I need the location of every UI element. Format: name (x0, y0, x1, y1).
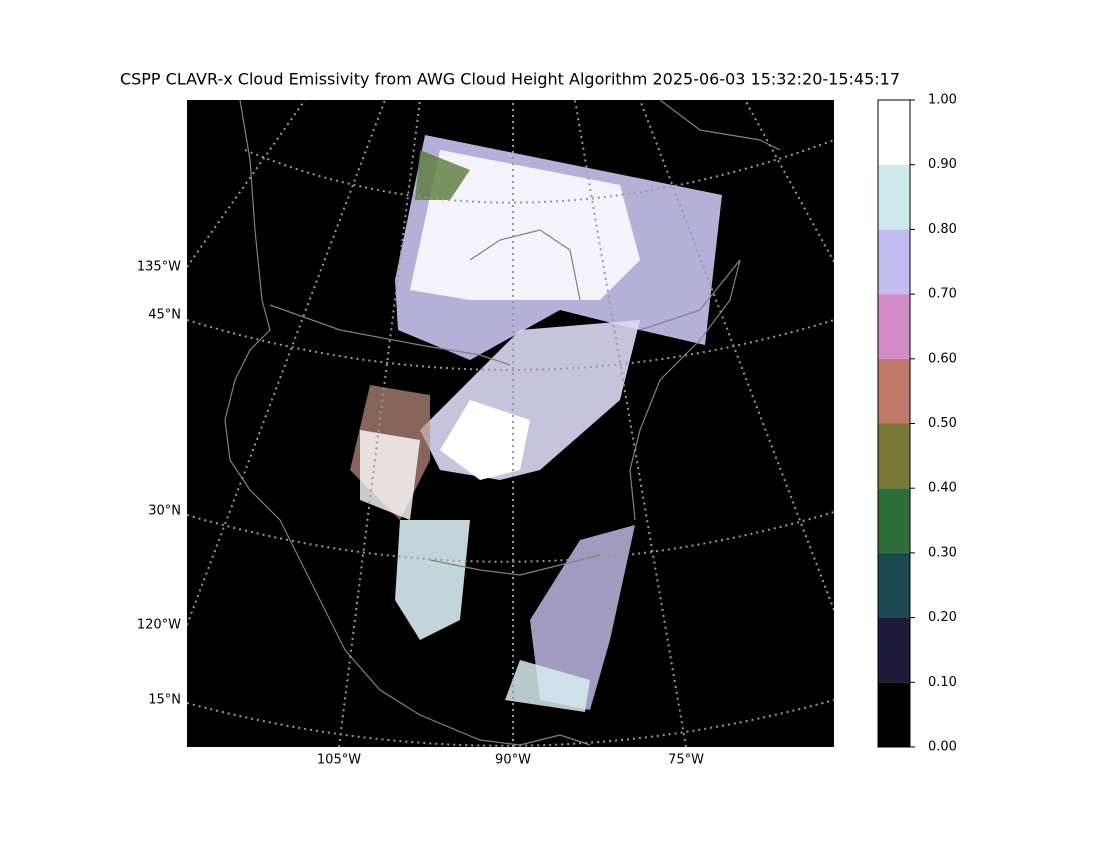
colorbar-segment (878, 617, 910, 683)
colorbar-segment (878, 488, 910, 553)
map-label: 120°W (137, 618, 181, 633)
cloud-field (350, 135, 722, 712)
colorbar-segment (878, 164, 910, 230)
colorbar-tick-label: 1.00 (928, 93, 957, 108)
colorbar-segment (878, 423, 910, 489)
colorbar-tick-label: 0.20 (928, 610, 957, 625)
map-label: 75°W (668, 753, 704, 768)
colorbar-tick-label: 0.90 (928, 157, 957, 172)
map: 135°W 45°N 30°N 120°W 15°N 105°W 90°W 75… (137, 100, 834, 768)
colorbar-tick-label: 0.50 (928, 416, 957, 431)
colorbar: 0.00 0.10 0.20 0.30 0.40 0.50 0.60 0.70 0.80 0.90… (877, 93, 957, 755)
colorbar-tick-label: 0.00 (928, 740, 957, 755)
title: CSPP CLAVR-x Cloud Emissivity from AWG C… (120, 70, 900, 89)
colorbar-segment (878, 100, 910, 165)
map-label: 105°W (317, 753, 361, 768)
colorbar-segment (878, 229, 910, 295)
colorbar-tick-label: 0.30 (928, 545, 957, 560)
coastlines (224, 100, 781, 746)
map-label: 135°W (137, 260, 181, 275)
map-label: 15°N (148, 693, 181, 708)
colorbar-tick-label: 0.70 (928, 287, 957, 302)
colorbar-tick-label: 0.10 (928, 675, 957, 690)
colorbar-segment (878, 552, 910, 618)
graticule (187, 100, 834, 747)
map-label: 30°N (148, 504, 181, 519)
map-label: 45°N (148, 308, 181, 323)
colorbar-segment (878, 294, 910, 359)
colorbar-tick-label: 0.80 (928, 222, 957, 237)
colorbar-tick-label: 0.40 (928, 481, 957, 496)
colorbar-segment (878, 358, 910, 424)
colorbar-segment (878, 682, 910, 747)
colorbar-tick-label: 0.60 (928, 351, 957, 366)
map-label: 90°W (495, 753, 531, 768)
